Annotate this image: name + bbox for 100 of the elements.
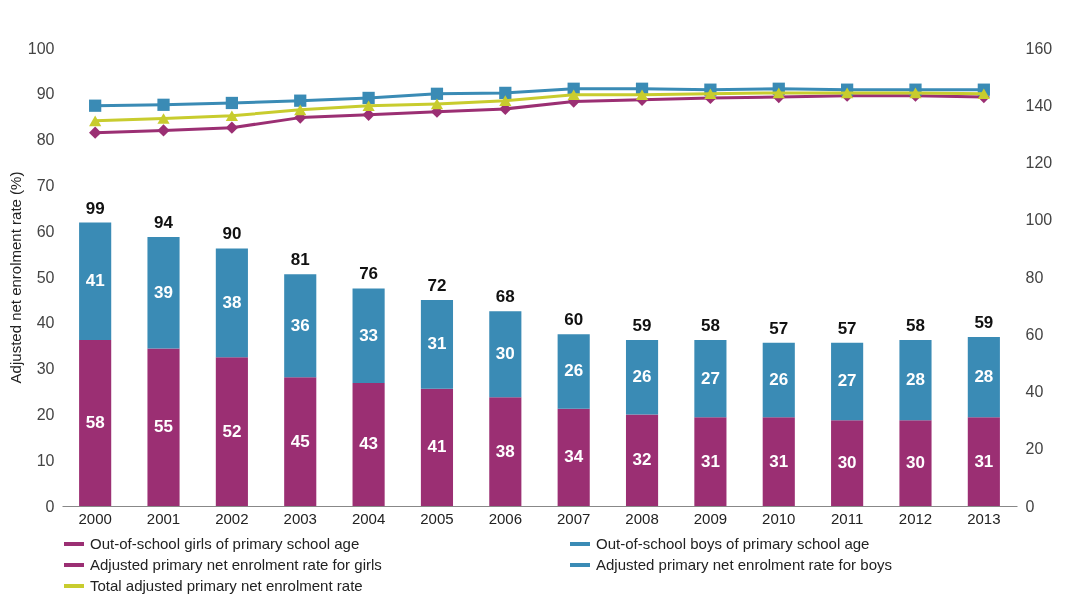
data-label: 43 xyxy=(359,434,379,454)
total-label: 59 xyxy=(632,315,652,335)
point xyxy=(567,89,580,101)
y2-tick-label: 120 xyxy=(1025,154,1053,171)
bar xyxy=(557,334,590,409)
data-label: 30 xyxy=(837,453,857,473)
y2-tick-label: 100 xyxy=(1025,211,1053,229)
legend-label: Out-of-school girls of primary school age xyxy=(90,535,360,552)
x-tick-label: 2008 xyxy=(625,509,659,527)
bar xyxy=(420,388,454,506)
bar xyxy=(147,348,180,506)
bar xyxy=(489,397,522,506)
data-label: 27 xyxy=(837,371,857,391)
total-label: 68 xyxy=(495,287,515,307)
y-tick-label: 10 xyxy=(36,451,55,469)
x-tick-label: 2006 xyxy=(488,509,523,527)
bar xyxy=(284,274,317,378)
bar xyxy=(831,420,864,506)
y-tick-label: 90 xyxy=(36,85,55,103)
y2-tick-label: 0 xyxy=(1025,497,1035,515)
point xyxy=(362,100,375,112)
total-label: 72 xyxy=(427,275,447,295)
y2-tick-label: 80 xyxy=(1025,268,1044,286)
x-tick-label: 2009 xyxy=(693,509,728,527)
total-label: 99 xyxy=(85,198,105,218)
y-tick-label: 40 xyxy=(36,314,55,332)
bar xyxy=(694,339,727,418)
point xyxy=(225,96,238,110)
total-label: 58 xyxy=(906,315,925,335)
data-label: 26 xyxy=(632,367,652,387)
x-tick-label: 2001 xyxy=(146,509,181,527)
bar xyxy=(79,339,112,506)
y-tick-label: 20 xyxy=(36,405,55,423)
total-label: 90 xyxy=(222,224,242,244)
point xyxy=(772,87,785,99)
data-label: 28 xyxy=(974,367,994,387)
data-label: 36 xyxy=(290,315,310,335)
point xyxy=(157,113,170,124)
data-label: 31 xyxy=(769,451,789,471)
point xyxy=(635,89,649,101)
point xyxy=(704,88,717,100)
bar xyxy=(625,414,659,506)
data-label: 41 xyxy=(427,437,447,457)
data-label: 31 xyxy=(700,451,720,471)
point xyxy=(430,87,444,100)
bar xyxy=(967,337,1000,418)
total-label: 57 xyxy=(837,318,857,338)
data-label: 27 xyxy=(700,368,720,388)
data-label: 55 xyxy=(154,417,173,437)
y-tick-label: 30 xyxy=(36,360,55,378)
point xyxy=(225,121,238,134)
total-label: 57 xyxy=(769,318,789,338)
total-label: 60 xyxy=(564,310,584,330)
data-label: 34 xyxy=(564,447,584,467)
x-tick-label: 2010 xyxy=(762,509,796,527)
x-tick-label: 2013 xyxy=(967,509,1001,527)
point xyxy=(294,94,307,107)
data-label: 38 xyxy=(222,292,242,312)
total-label: 94 xyxy=(154,212,174,232)
point xyxy=(362,91,375,105)
point xyxy=(89,99,102,112)
bar xyxy=(79,222,112,340)
x-tick-label: 2004 xyxy=(351,509,386,527)
data-label: 45 xyxy=(290,431,310,451)
point xyxy=(499,95,512,106)
x-tick-label: 2012 xyxy=(898,509,933,527)
legend-label: Out-of-school boys of primary school age xyxy=(596,535,870,552)
y2-tick-label: 40 xyxy=(1025,383,1044,400)
x-tick-label: 2000 xyxy=(78,509,112,527)
y-tick-label: 60 xyxy=(36,222,55,240)
y-tick-label: 70 xyxy=(36,176,55,194)
x-tick-label: 2002 xyxy=(215,509,249,527)
data-label: 41 xyxy=(85,271,105,291)
y2-tick-label: 20 xyxy=(1025,440,1044,458)
data-label: 31 xyxy=(427,334,447,354)
legend-label: Adjusted primary net enrolment rate for boys xyxy=(596,556,892,573)
x-tick-label: 2005 xyxy=(420,509,454,527)
x-tick-label: 2007 xyxy=(556,509,591,527)
point xyxy=(294,104,307,116)
bar xyxy=(284,377,317,506)
data-label: 26 xyxy=(769,370,789,390)
point xyxy=(89,115,102,127)
bar xyxy=(625,339,659,415)
data-label: 30 xyxy=(906,453,925,473)
y-axis-title: Adjusted net enrolment rate (%) xyxy=(6,171,24,384)
bar xyxy=(831,342,864,421)
bar xyxy=(215,248,248,358)
data-label: 28 xyxy=(906,370,925,390)
point xyxy=(977,88,990,100)
y-tick-label: 80 xyxy=(36,131,55,149)
bar xyxy=(899,420,932,506)
total-label: 59 xyxy=(974,313,994,333)
x-tick-label: 2011 xyxy=(830,509,864,527)
y-tick-label: 100 xyxy=(27,39,55,57)
bar xyxy=(557,408,590,506)
point xyxy=(157,98,170,111)
data-label: 32 xyxy=(632,450,652,470)
legend-label: Total adjusted primary net enrolment rate xyxy=(90,577,363,594)
x-tick-label: 2003 xyxy=(283,509,317,527)
data-label: 30 xyxy=(495,344,515,364)
